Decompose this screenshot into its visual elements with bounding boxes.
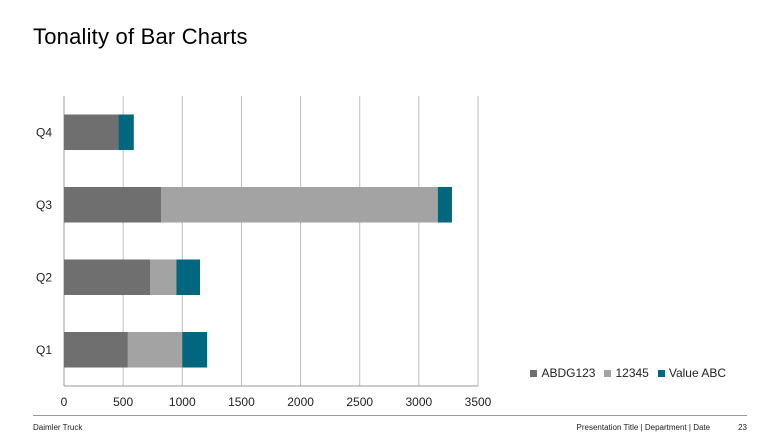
y-tick-label-q4: Q4 (36, 125, 52, 139)
bar-q3-series-1 (160, 186, 438, 223)
bar-q1-series-1 (127, 331, 183, 368)
legend-swatch-12345 (604, 369, 612, 377)
x-tick-label-0: 0 (61, 395, 68, 409)
footer-divider (33, 415, 747, 416)
x-tick-label-2000: 2000 (287, 395, 314, 409)
bar-q2-series-1 (150, 259, 177, 296)
bar-q4-series-2 (118, 114, 134, 151)
x-tick-label-1000: 1000 (169, 395, 196, 409)
bar-q1-series-2 (182, 331, 208, 368)
x-tick-label-500: 500 (113, 395, 133, 409)
footer-page-number: 23 (738, 423, 747, 432)
x-tick-label-1500: 1500 (228, 395, 255, 409)
legend-swatch-value-abc (657, 369, 665, 377)
chart-legend: ABDG123 12345 Value ABC (521, 366, 726, 380)
legend-item-abdg123: ABDG123 (530, 366, 595, 380)
legend-item-value-abc: Value ABC (657, 366, 726, 380)
y-tick-label-q3: Q3 (36, 198, 52, 212)
legend-swatch-abdg123 (530, 369, 538, 377)
legend-label-abdg123: ABDG123 (541, 366, 596, 380)
footer-meta-group: Presentation Title | Department | Date 2… (577, 423, 747, 432)
x-tick-label-2500: 2500 (346, 395, 373, 409)
y-tick-label-q1: Q1 (36, 343, 52, 357)
bar-q2-series-0 (64, 259, 151, 296)
x-tick-label-3500: 3500 (465, 395, 492, 409)
legend-label-12345: 12345 (615, 366, 649, 380)
bar-q3-series-2 (437, 186, 452, 223)
bar-q1-series-0 (64, 331, 128, 368)
bar-q4-series-0 (64, 114, 119, 151)
y-tick-label-q2: Q2 (36, 270, 52, 284)
footer-company: Daimler Truck (33, 423, 83, 432)
bar-q2-series-2 (176, 259, 201, 296)
footer-meta: Presentation Title | Department | Date (576, 423, 711, 432)
legend-label-value-abc: Value ABC (668, 366, 726, 380)
x-tick-label-3000: 3000 (406, 395, 433, 409)
bar-q3-series-0 (64, 186, 161, 223)
slide-title: Tonality of Bar Charts (33, 24, 248, 49)
legend-item-12345: 12345 (604, 366, 649, 380)
